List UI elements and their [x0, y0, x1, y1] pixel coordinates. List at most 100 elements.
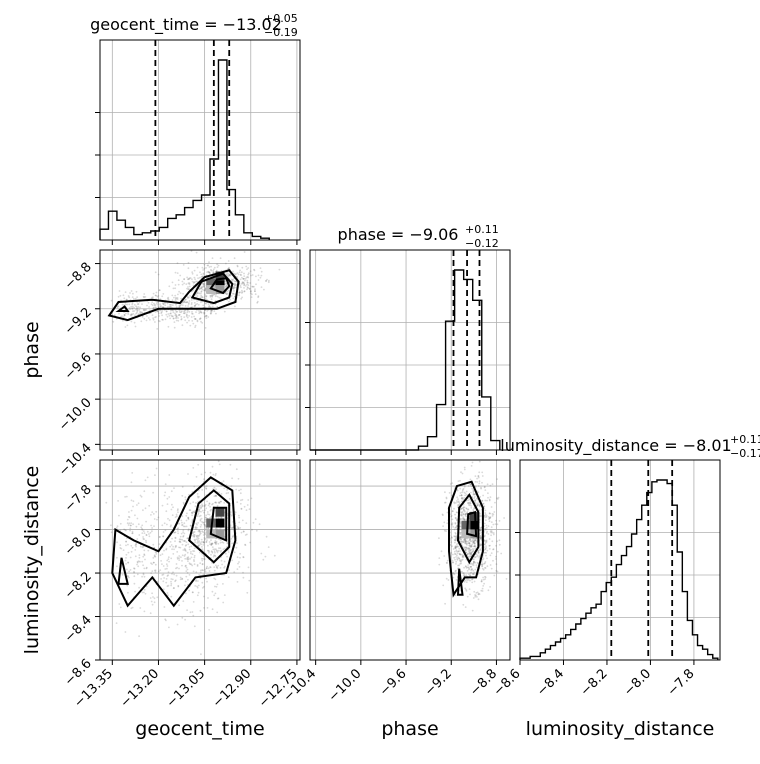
- scatter-point: [105, 501, 108, 504]
- scatter-point: [481, 590, 484, 592]
- scatter-point: [145, 566, 148, 569]
- scatter-point: [170, 490, 173, 493]
- scatter-point: [267, 281, 270, 284]
- scatter-point: [121, 315, 123, 318]
- scatter-point: [230, 526, 233, 529]
- scatter-point: [182, 535, 185, 537]
- scatter-point: [161, 310, 164, 312]
- scatter-point: [198, 574, 201, 576]
- contour-middle: [188, 489, 231, 564]
- scatter-point: [242, 530, 245, 533]
- scatter-point: [251, 528, 253, 531]
- scatter-point: [129, 556, 132, 559]
- scatter-point: [465, 547, 468, 549]
- scatter-point: [455, 539, 458, 541]
- tick-label-geocent_time: −13.05: [164, 666, 209, 711]
- scatter-point: [444, 501, 446, 504]
- scatter-point: [162, 303, 165, 306]
- scatter-point: [215, 541, 218, 543]
- scatter-point: [191, 512, 193, 514]
- scatter-point: [476, 554, 479, 557]
- scatter-point: [445, 530, 447, 532]
- scatter-point: [247, 276, 250, 279]
- scatter-point: [124, 291, 127, 293]
- scatter-point: [462, 517, 465, 520]
- scatter-point: [126, 324, 129, 327]
- scatter-point: [162, 306, 165, 309]
- scatter-point: [467, 508, 469, 511]
- scatter-point: [126, 575, 129, 577]
- scatter-point: [471, 487, 473, 490]
- scatter-point: [469, 544, 472, 547]
- scatter-point: [472, 540, 475, 543]
- scatter-point: [464, 579, 467, 582]
- scatter-point: [208, 271, 211, 274]
- scatter-point: [459, 525, 462, 527]
- contour-small: [115, 305, 130, 312]
- scatter-point: [478, 504, 481, 507]
- scatter-point: [143, 296, 146, 299]
- scatter-point: [203, 504, 206, 507]
- scatter-point: [166, 523, 168, 526]
- scatter-point: [210, 298, 213, 301]
- scatter-point: [126, 568, 128, 571]
- scatter-point: [457, 545, 460, 548]
- scatter-point: [163, 494, 166, 497]
- scatter-point: [133, 303, 136, 306]
- scatter-point: [196, 320, 199, 323]
- scatter-point: [135, 543, 138, 546]
- scatter-point: [469, 548, 471, 551]
- scatter-point: [161, 504, 164, 507]
- scatter-point: [461, 556, 464, 558]
- scatter-point: [186, 276, 189, 279]
- scatter-point: [451, 524, 454, 526]
- scatter-point: [202, 269, 205, 271]
- scatter-point: [215, 501, 218, 504]
- scatter-point: [498, 539, 501, 542]
- scatter-point: [488, 538, 491, 540]
- scatter-point: [150, 514, 152, 516]
- scatter-point: [176, 623, 179, 626]
- scatter-point: [452, 561, 454, 564]
- scatter-point: [187, 309, 189, 312]
- scatter-point: [154, 294, 157, 297]
- scatter-point: [198, 506, 201, 509]
- scatter-point: [479, 536, 482, 539]
- scatter-point: [200, 311, 203, 313]
- scatter-point: [477, 476, 480, 479]
- scatter-point: [233, 286, 236, 289]
- scatter-point: [475, 502, 477, 504]
- scatter-point: [143, 293, 146, 295]
- scatter-point: [451, 522, 454, 525]
- scatter-point: [226, 274, 228, 276]
- scatter-point: [170, 595, 173, 598]
- scatter-point: [456, 559, 459, 561]
- scatter-point: [192, 467, 195, 469]
- scatter-point: [226, 290, 229, 293]
- scatter-point: [168, 285, 171, 288]
- scatter-point: [253, 269, 256, 272]
- scatter-point: [215, 548, 217, 551]
- scatter-point: [476, 481, 479, 483]
- scatter-point: [479, 543, 482, 546]
- title-phase-sub: −0.12: [465, 237, 499, 250]
- scatter-point: [477, 475, 480, 477]
- scatter-point: [204, 570, 207, 573]
- scatter-point: [460, 497, 463, 500]
- scatter-point: [213, 577, 216, 580]
- scatter-point: [213, 266, 216, 269]
- scatter-point: [142, 564, 145, 567]
- scatter-point: [264, 555, 267, 558]
- scatter-point: [468, 542, 471, 545]
- scatter-point: [215, 312, 217, 315]
- scatter-point: [487, 496, 489, 499]
- scatter-point: [165, 581, 168, 584]
- scatter-point: [235, 468, 238, 471]
- scatter-point: [154, 306, 157, 309]
- scatter-point: [482, 502, 484, 505]
- scatter-point: [149, 531, 152, 534]
- scatter-point: [454, 513, 456, 516]
- scatter-point: [474, 561, 477, 564]
- scatter-point: [173, 487, 175, 489]
- scatter-point: [241, 282, 244, 284]
